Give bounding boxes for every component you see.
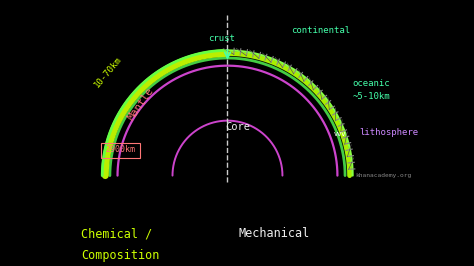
- Text: ~5-10km: ~5-10km: [353, 92, 390, 101]
- Text: Mechanical: Mechanical: [238, 227, 310, 240]
- Text: Core: Core: [226, 122, 251, 132]
- Text: Chemical /: Chemical /: [81, 227, 152, 240]
- Text: khanacademy.org: khanacademy.org: [355, 173, 411, 178]
- Text: Composition: Composition: [81, 248, 159, 261]
- Text: lithosphere: lithosphere: [359, 128, 418, 137]
- Text: 2900km: 2900km: [106, 145, 136, 154]
- Text: vvv: vvv: [334, 131, 346, 137]
- Text: 10-70km: 10-70km: [93, 55, 124, 89]
- Text: continental: continental: [292, 26, 351, 35]
- Text: oceanic: oceanic: [353, 80, 390, 89]
- Text: Mantle: Mantle: [126, 86, 155, 122]
- Text: crust: crust: [208, 34, 235, 43]
